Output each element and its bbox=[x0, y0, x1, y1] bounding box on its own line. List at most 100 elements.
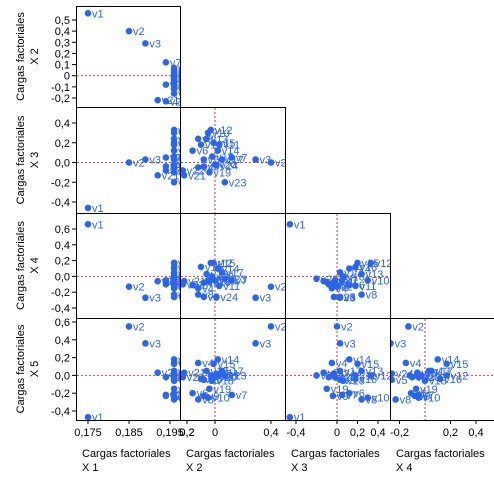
point-label-v9: v9 bbox=[170, 161, 182, 173]
point-label-v16: v16 bbox=[359, 262, 377, 274]
y-tick-label: 0,2 bbox=[55, 256, 70, 268]
point-label-v8: v8 bbox=[202, 134, 214, 146]
y-tick-label: 0,6 bbox=[55, 317, 70, 329]
point-v18 bbox=[208, 153, 216, 160]
point-label-v22: v22 bbox=[187, 279, 205, 291]
point-label-v6: v6 bbox=[197, 388, 209, 400]
point-v23 bbox=[313, 372, 320, 379]
point-v24 bbox=[213, 370, 220, 377]
point-label-v16: v16 bbox=[178, 82, 196, 94]
point-v13 bbox=[203, 135, 210, 143]
x-tick-label: 0,185 bbox=[115, 427, 143, 439]
y-axis-factor: X 2 bbox=[29, 48, 41, 65]
point-label-v24: v24 bbox=[338, 292, 356, 304]
x-tick-label: 0,2 bbox=[179, 427, 194, 439]
point-v14 bbox=[214, 356, 222, 363]
point-label-v6: v6 bbox=[353, 280, 365, 292]
point-v9 bbox=[162, 392, 170, 400]
point-label-v3: v3 bbox=[149, 38, 161, 50]
y-tick-label: 0,0 bbox=[55, 158, 70, 170]
point-v2 bbox=[125, 323, 133, 330]
point-label-v14: v14 bbox=[353, 264, 371, 276]
point-label-v10: v10 bbox=[372, 393, 390, 405]
point-v18 bbox=[421, 377, 429, 385]
point-v24 bbox=[170, 71, 178, 78]
point-label-v16: v16 bbox=[444, 374, 462, 386]
point-label-v3: v3 bbox=[149, 293, 161, 305]
point-label-v21: v21 bbox=[162, 95, 180, 107]
point-v20 bbox=[331, 277, 339, 284]
point-v11 bbox=[215, 141, 223, 149]
point-v22 bbox=[162, 167, 170, 174]
point-label-v19: v19 bbox=[213, 277, 231, 289]
point-label-v21: v21 bbox=[162, 170, 180, 182]
point-v6 bbox=[189, 281, 196, 289]
point-v1 bbox=[84, 10, 92, 17]
point-label-v17: v17 bbox=[435, 366, 453, 378]
point-label-v17: v17 bbox=[178, 267, 196, 279]
point-label-v22: v22 bbox=[170, 372, 188, 384]
point-v19 bbox=[170, 385, 178, 393]
point-label-v9: v9 bbox=[337, 391, 349, 403]
point-label-v6: v6 bbox=[178, 388, 190, 400]
point-label-v3: v3 bbox=[395, 338, 407, 350]
point-label-v6: v6 bbox=[178, 146, 190, 158]
point-label-v8: v8 bbox=[202, 394, 214, 406]
point-label-v17: v17 bbox=[344, 267, 362, 279]
point-label-v18: v18 bbox=[429, 376, 447, 388]
point-v20 bbox=[211, 277, 219, 284]
x-axis-title: Cargas factoriales bbox=[186, 448, 275, 460]
point-label-v15: v15 bbox=[362, 258, 380, 270]
point-v19 bbox=[206, 169, 213, 176]
axis-ticks bbox=[72, 19, 477, 424]
x-tick-label: 0,195 bbox=[156, 427, 184, 439]
y-tick-label: -0,4 bbox=[51, 197, 70, 209]
point-label-v4: v4 bbox=[336, 358, 348, 370]
point-label-v10: v10 bbox=[178, 275, 196, 287]
point-v6 bbox=[346, 389, 353, 397]
point-v13 bbox=[203, 270, 210, 278]
point-v6 bbox=[189, 147, 196, 154]
point-v19 bbox=[323, 385, 331, 393]
point-v14 bbox=[434, 356, 442, 363]
point-label-v12: v12 bbox=[215, 125, 233, 137]
point-label-v6: v6 bbox=[197, 146, 209, 158]
point-label-v23: v23 bbox=[321, 370, 339, 382]
point-v7 bbox=[228, 277, 236, 284]
y-tick-label: 0,2 bbox=[55, 353, 70, 365]
point-v23 bbox=[417, 372, 425, 379]
point-label-v15: v15 bbox=[178, 138, 196, 150]
point-v8 bbox=[194, 396, 202, 403]
point-v9 bbox=[162, 81, 170, 88]
point-label-v6: v6 bbox=[197, 280, 209, 292]
point-label-v6: v6 bbox=[415, 388, 427, 400]
point-label-v21: v21 bbox=[188, 170, 206, 182]
point-v5 bbox=[200, 156, 208, 163]
point-v4 bbox=[328, 359, 336, 367]
point-v21 bbox=[154, 96, 161, 104]
point-label-v7: v7 bbox=[236, 275, 248, 287]
point-v24 bbox=[213, 162, 220, 169]
point-v21 bbox=[154, 277, 161, 285]
y-tick-label: 0,4 bbox=[55, 335, 70, 347]
point-label-v19: v19 bbox=[178, 384, 196, 396]
point-label-v8: v8 bbox=[178, 290, 190, 302]
x-tick-label: -0,2 bbox=[390, 427, 409, 439]
point-label-v16: v16 bbox=[178, 262, 196, 274]
point-label-v24: v24 bbox=[220, 369, 238, 381]
point-v1 bbox=[84, 413, 92, 420]
point-label-v4: v4 bbox=[178, 358, 190, 370]
point-label-v22: v22 bbox=[170, 165, 188, 177]
y-tick-label: 0,4 bbox=[55, 240, 70, 252]
point-label-v7: v7 bbox=[423, 390, 435, 402]
point-label-v11: v11 bbox=[414, 370, 431, 382]
point-v7 bbox=[162, 59, 170, 66]
point-label-v4: v4 bbox=[410, 358, 422, 370]
point-v24 bbox=[391, 370, 396, 377]
point-label-v7: v7 bbox=[170, 57, 182, 69]
panel-2-1 bbox=[76, 6, 181, 108]
point-label-v6: v6 bbox=[178, 89, 190, 101]
panel-frames bbox=[76, 6, 494, 421]
point-label-v19: v19 bbox=[420, 384, 438, 396]
point-label-v1: v1 bbox=[92, 203, 104, 215]
